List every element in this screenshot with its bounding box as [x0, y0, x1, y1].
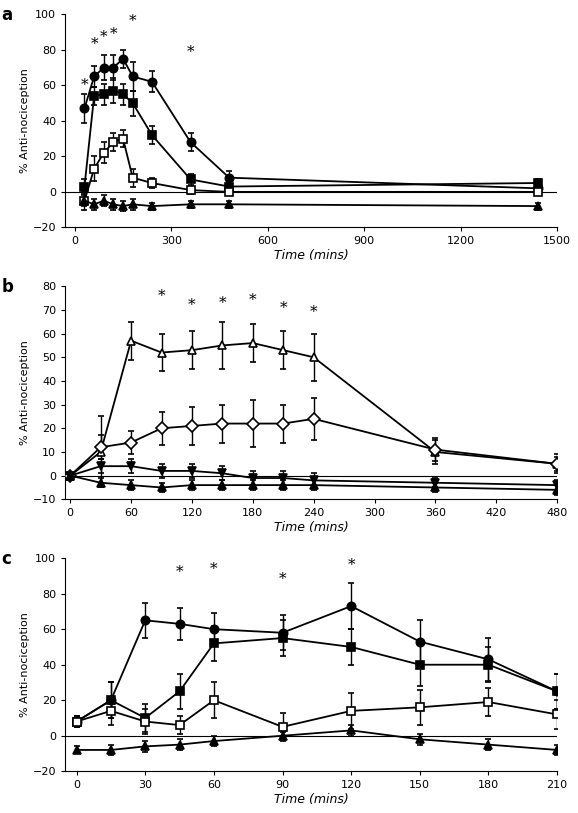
- Text: *: *: [310, 305, 317, 320]
- X-axis label: Time (mins): Time (mins): [274, 793, 349, 806]
- Text: *: *: [176, 565, 183, 580]
- Text: *: *: [158, 289, 165, 302]
- Text: *: *: [218, 296, 226, 310]
- Text: *: *: [347, 559, 355, 572]
- Y-axis label: % Anti-nociception: % Anti-nociception: [20, 68, 30, 173]
- Text: *: *: [279, 572, 286, 586]
- Text: *: *: [100, 30, 108, 45]
- Text: b: b: [1, 278, 13, 296]
- Text: *: *: [210, 562, 218, 576]
- Text: a: a: [1, 6, 12, 24]
- Text: *: *: [90, 37, 98, 51]
- Text: *: *: [279, 301, 287, 315]
- Y-axis label: % Anti-nociception: % Anti-nociception: [20, 341, 30, 446]
- Text: *: *: [110, 27, 117, 41]
- Text: *: *: [188, 298, 196, 312]
- Text: *: *: [129, 15, 136, 28]
- X-axis label: Time (mins): Time (mins): [274, 250, 349, 263]
- Y-axis label: % Anti-nociception: % Anti-nociception: [20, 612, 30, 717]
- Text: *: *: [249, 293, 257, 307]
- Text: *: *: [81, 78, 88, 93]
- Text: *: *: [187, 45, 194, 59]
- X-axis label: Time (mins): Time (mins): [274, 521, 349, 534]
- Text: c: c: [1, 550, 11, 567]
